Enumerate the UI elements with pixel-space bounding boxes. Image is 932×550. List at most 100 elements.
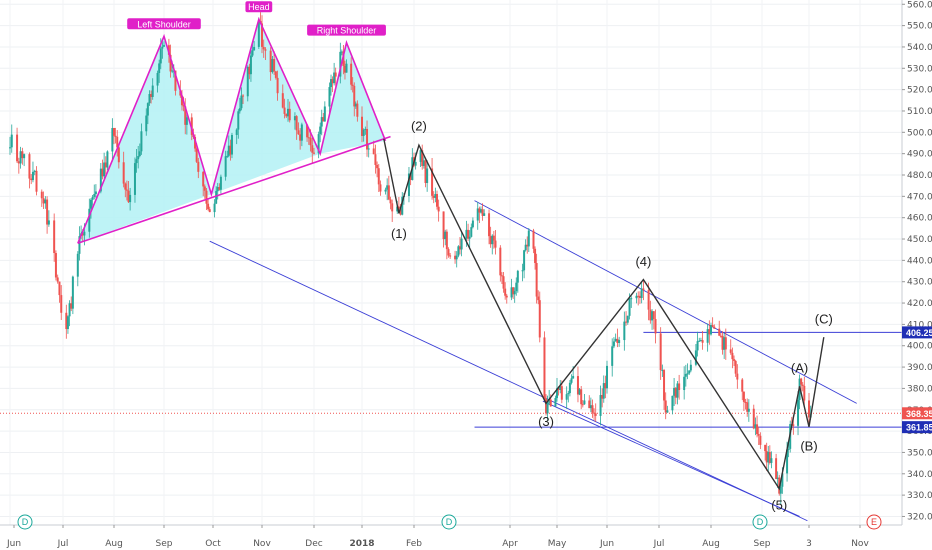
candle-body: [786, 449, 789, 474]
candle-body: [328, 87, 331, 107]
candle-body: [492, 235, 495, 241]
candle-body: [276, 77, 279, 94]
wave-label: (B): [800, 439, 817, 454]
candle-body: [526, 244, 529, 247]
candle-body: [156, 72, 159, 86]
candle-body: [237, 111, 240, 130]
candle-body: [367, 148, 370, 150]
candle-body: [269, 50, 272, 73]
candle-body: [674, 387, 677, 398]
candle-body: [752, 408, 755, 429]
candle-body: [251, 50, 254, 56]
candle-body: [70, 303, 73, 309]
candle-body: [16, 134, 19, 162]
candle-body: [470, 227, 473, 237]
candle-body: [649, 309, 652, 321]
candle-body: [626, 315, 629, 323]
head-fill: [211, 19, 321, 195]
candle-body: [104, 162, 107, 168]
candle-body: [31, 171, 34, 181]
candle-body: [465, 229, 468, 239]
candle-body: [689, 364, 692, 371]
candle-body: [515, 282, 518, 292]
candle-body: [426, 168, 429, 183]
wave-label: (3): [538, 414, 554, 429]
candle-body: [101, 168, 104, 177]
candle-body: [588, 400, 591, 409]
candle-body: [271, 58, 274, 73]
candle-body: [88, 208, 91, 232]
candle-body: [169, 54, 172, 72]
candle-body: [787, 448, 790, 450]
candle-body: [340, 51, 343, 53]
candle-body: [736, 373, 739, 380]
candle-body: [765, 451, 768, 463]
candle-body: [723, 337, 726, 350]
candle-body: [455, 255, 458, 260]
time-tick-label: Feb: [406, 539, 422, 549]
candle-body: [46, 199, 49, 225]
time-tick-label: Oct: [205, 539, 221, 549]
price-tick-label: 540.00: [907, 43, 932, 53]
price-tick-label: 330.00: [907, 491, 932, 501]
candle-body: [396, 206, 399, 212]
candle-body: [53, 220, 56, 254]
candle-body: [401, 196, 404, 215]
price-tag: 361.85: [906, 423, 932, 433]
candle-body: [678, 383, 681, 391]
candle-body: [733, 359, 736, 361]
candle-body: [537, 296, 540, 301]
candle-body: [185, 117, 188, 125]
candle-body: [21, 151, 24, 159]
candle-body: [240, 95, 243, 109]
candle-body: [273, 58, 276, 72]
candle-body: [56, 277, 59, 282]
price-tick-label: 400.00: [907, 342, 932, 352]
candle-body: [40, 191, 43, 199]
candle-body: [599, 395, 602, 416]
candle-body: [224, 156, 227, 177]
candle-body: [488, 213, 491, 237]
price-axis-bg: [902, 0, 932, 550]
pattern-zigzag: [77, 16, 387, 244]
candle-body: [729, 349, 732, 353]
candle-body: [647, 290, 650, 310]
candle-body: [554, 398, 557, 407]
candle-body: [113, 128, 115, 136]
candle-body: [576, 376, 579, 395]
candle-body: [612, 341, 615, 347]
price-tick-label: 430.00: [907, 278, 932, 288]
candle-body: [235, 129, 238, 135]
candle-body: [757, 434, 760, 436]
time-tick-label: 3: [806, 539, 812, 549]
price-tick-label: 490.00: [907, 150, 932, 160]
candle-body: [28, 154, 31, 179]
price-tick-label: 510.00: [907, 107, 932, 117]
candle-body: [437, 206, 440, 212]
candle-body: [664, 400, 667, 413]
candle-body: [182, 105, 185, 107]
candle-body: [604, 383, 607, 389]
candle-body: [801, 384, 804, 386]
candle-body: [683, 376, 686, 391]
candle-body: [138, 151, 141, 157]
candle-body: [471, 220, 474, 228]
wave-label: (4): [635, 254, 651, 269]
price-axis: 320.00330.00340.00350.00360.00370.00380.…: [901, 0, 932, 550]
candle-body: [618, 340, 621, 343]
candle-body: [397, 206, 400, 209]
candle-body: [422, 160, 425, 166]
candle-body: [556, 388, 558, 399]
candle-body: [535, 263, 538, 297]
candle-body: [516, 270, 519, 283]
candle-body: [242, 95, 245, 97]
candle-body: [216, 187, 219, 192]
price-tick-label: 520.00: [907, 86, 932, 96]
candle-body: [339, 51, 342, 77]
candle-body: [686, 373, 689, 375]
candle-body: [300, 124, 303, 141]
candle-body: [583, 400, 586, 405]
